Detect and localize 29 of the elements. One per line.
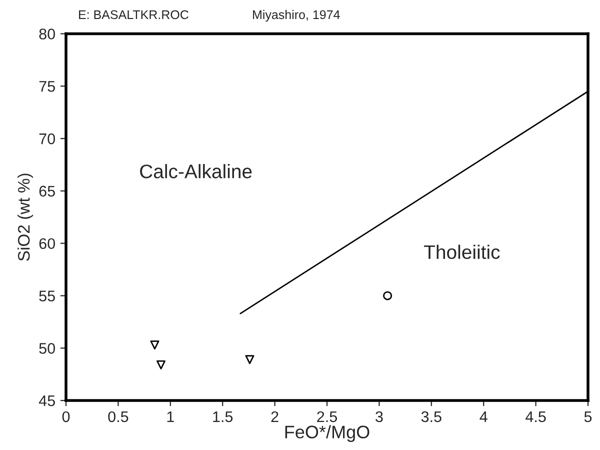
x-tick-label: 2.5: [317, 411, 337, 422]
y-tick-label: 65: [39, 186, 55, 197]
y-tick-label: 80: [39, 28, 55, 40]
x-tick-label: 4: [480, 411, 488, 422]
point: [150, 340, 160, 350]
x-tick-label: 3: [376, 411, 383, 422]
chart-subtitle: Miyashiro, 1974: [253, 10, 340, 22]
annotation: Tholeiitic: [424, 244, 500, 260]
x-tick-label: 1.5: [213, 411, 233, 422]
x-tick-label: 1: [167, 411, 174, 422]
x-tick-label: 0.5: [108, 411, 128, 422]
annotation: Calc-Alkaline: [140, 164, 252, 178]
x-tick-label: 3.5: [421, 411, 442, 422]
x-tick-label: 2: [271, 411, 278, 422]
x-axis-title: FeO*/MgO: [285, 425, 370, 442]
y-tick-label: 75: [39, 81, 55, 92]
y-tick-label: 50: [39, 342, 55, 354]
y-tick-label: 45: [38, 396, 55, 406]
y-axis-title: SiO2 (wt %): [18, 174, 34, 261]
y-tick-label: 55: [39, 290, 55, 302]
x-tick-label: 0: [62, 411, 70, 422]
point: [245, 355, 254, 364]
y-tick-label: 70: [39, 133, 55, 144]
point: [383, 291, 392, 300]
y-tick-label: 60: [39, 238, 55, 250]
point: [156, 360, 166, 370]
x-tick-label: 5: [584, 411, 592, 422]
x-tick-label: 4.5: [526, 411, 546, 422]
chart-title: E: BASALTKR.ROC: [79, 10, 188, 20]
